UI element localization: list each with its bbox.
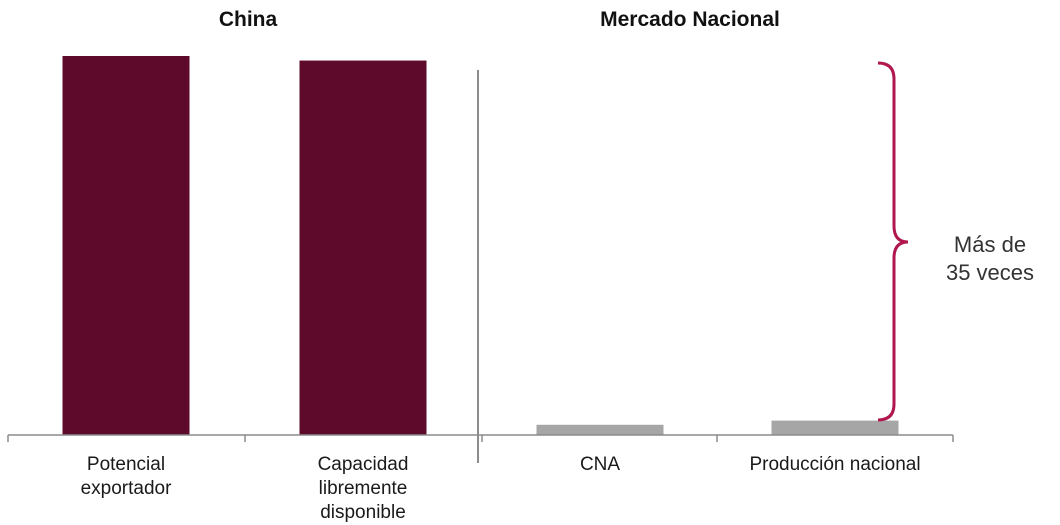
- bar: [62, 56, 190, 435]
- annotation-text: Más de 35 veces: [946, 232, 1034, 285]
- bar: [299, 60, 427, 435]
- bar: [536, 424, 664, 435]
- curly-brace-bracket: [877, 61, 909, 422]
- group-title: Mercado Nacional: [600, 8, 780, 31]
- category-label: Producción nacional: [749, 454, 920, 475]
- bar: [771, 420, 899, 435]
- group-title: China: [219, 8, 278, 31]
- category-label: Capacidad libremente disponible: [318, 454, 409, 523]
- category-label: Potencial exportador: [81, 454, 173, 499]
- category-label: CNA: [580, 454, 620, 475]
